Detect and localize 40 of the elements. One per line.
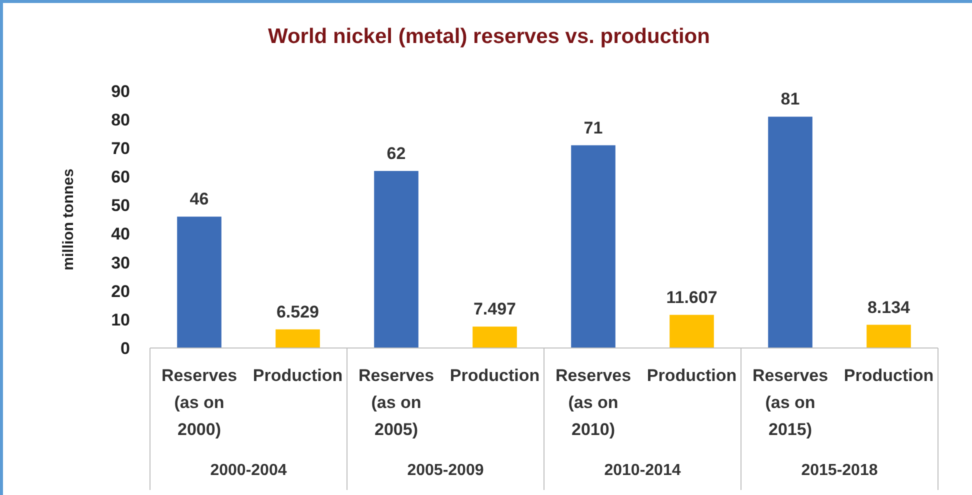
bar	[571, 145, 616, 348]
y-tick-label: 0	[120, 338, 130, 358]
bar	[670, 314, 714, 348]
x-tick-label: Reserves (as on 2015)	[752, 366, 828, 439]
data-label: 81	[780, 90, 800, 109]
x-tick-label: Reserves (as on 2010)	[555, 366, 632, 439]
text: 2015-2018	[801, 462, 878, 479]
y-tick-label: 30	[111, 253, 130, 272]
bar	[276, 329, 320, 348]
text: 2000-2004	[210, 462, 287, 479]
text: 2005-2009	[407, 462, 484, 479]
y-tick-label: 80	[111, 110, 130, 130]
data-label: 46	[190, 190, 209, 209]
x-tick-label: Production	[844, 366, 934, 385]
bar	[472, 326, 517, 348]
data-label: 62	[386, 144, 406, 163]
bar	[177, 216, 222, 348]
bar	[374, 170, 418, 348]
x-tick-label: Production	[646, 366, 737, 385]
data-label: 6.529	[276, 302, 320, 322]
y-tick-label: 20	[111, 282, 130, 301]
chart-title: World nickel (metal) reserves vs. production	[268, 25, 710, 48]
x-tick-label: Reserves (as on 2000)	[161, 366, 238, 439]
x-tick-label: Reserves (as on 2005)	[358, 366, 434, 439]
y-tick-label: 10	[111, 310, 130, 330]
y-tick-label: 70	[111, 139, 130, 158]
x-tick-label: Production	[252, 366, 343, 385]
data-label: 71	[584, 118, 603, 138]
x-tick-label: Production	[450, 366, 540, 385]
data-label: 8.134	[867, 298, 911, 317]
y-tick-label: 40	[111, 224, 130, 244]
bar	[768, 116, 812, 348]
y-tick-label: 50	[111, 196, 130, 216]
data-label: 7.497	[473, 300, 516, 319]
text: 2010-2014	[604, 462, 681, 479]
y-axis-title: million tonnes	[60, 168, 77, 270]
bar	[866, 324, 911, 348]
y-tick-label: 60	[111, 168, 130, 187]
data-label: 11.607	[666, 288, 718, 307]
y-tick-label: 90	[111, 82, 130, 101]
